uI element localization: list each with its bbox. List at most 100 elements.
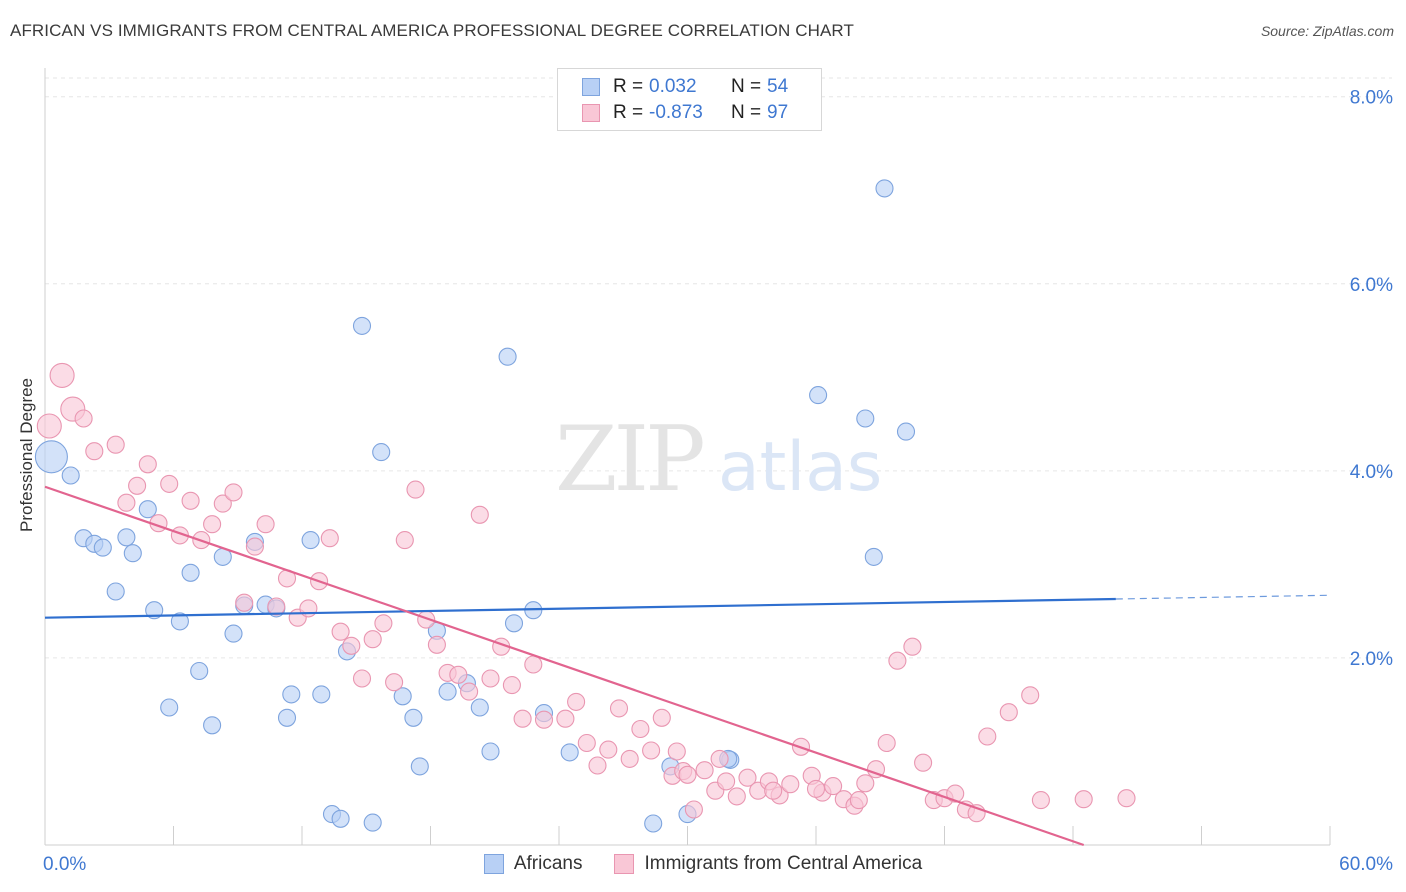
immigrants-point	[534, 710, 554, 729]
immigrants-point	[117, 493, 136, 512]
legend-r-label: R =	[613, 76, 644, 97]
africans-trend-extension	[1115, 594, 1331, 600]
immigrants-point	[866, 760, 886, 779]
immigrants-point	[342, 636, 361, 655]
y-tick-label: 2.0%	[1350, 649, 1393, 670]
africans-point	[93, 538, 112, 557]
immigrants-point	[599, 740, 618, 759]
legend-n-value: 54	[767, 76, 789, 97]
africans-point	[393, 687, 412, 706]
legend-label-africans: Africans	[513, 853, 583, 874]
immigrants-point	[427, 635, 446, 654]
immigrants-point	[1031, 791, 1050, 810]
legend-row-immigrants: R = -0.873 N = 97	[582, 101, 788, 125]
immigrants-point	[781, 775, 800, 794]
immigrants-point	[588, 756, 607, 775]
gridlines	[45, 77, 1392, 659]
africans-point	[331, 809, 350, 828]
africans-point	[145, 601, 164, 620]
immigrants-point	[738, 768, 757, 787]
africans-point	[498, 347, 517, 366]
legend-swatch-immigrants	[614, 854, 635, 874]
africans-point	[896, 422, 916, 441]
immigrants-point	[620, 749, 639, 768]
africans-point	[560, 743, 579, 762]
africans-point	[644, 814, 663, 833]
immigrants-point	[85, 442, 104, 461]
africans-point	[160, 698, 179, 717]
immigrants-point	[213, 494, 232, 513]
africans-point	[301, 531, 320, 550]
africans-point	[117, 528, 136, 547]
immigrants-point	[449, 665, 468, 684]
africans-point	[363, 813, 382, 832]
immigrants-point	[320, 529, 339, 548]
legend-swatch-africans	[483, 854, 504, 874]
legend-item-africans[interactable]: Africans	[483, 853, 583, 875]
legend-item-immigrants[interactable]: Immigrants from Central America	[614, 853, 922, 875]
y-tick-label: 4.0%	[1350, 462, 1393, 483]
africans-point	[277, 708, 297, 727]
legend-r-value: 0.032	[649, 76, 697, 97]
immigrants-point	[577, 733, 596, 753]
immigrants-point	[877, 733, 896, 753]
immigrants-point	[556, 709, 575, 728]
immigrants-point	[363, 630, 382, 649]
x-tick-label: 0.0%	[43, 854, 86, 875]
source-credit: Source: ZipAtlas.com	[1260, 23, 1394, 39]
africans-point	[372, 443, 391, 462]
immigrants-point	[256, 515, 275, 534]
immigrants-point	[652, 708, 671, 727]
immigrants-point	[567, 692, 586, 711]
x-tick-label: 60.0%	[1339, 854, 1393, 875]
immigrants-point	[1074, 790, 1093, 809]
immigrants-point	[1117, 789, 1136, 808]
immigrants-point	[710, 749, 729, 768]
immigrants-point	[224, 483, 243, 502]
immigrants-point	[717, 772, 736, 791]
africans-trend-line	[44, 597, 1116, 619]
immigrants-point	[74, 409, 93, 428]
immigrants-point	[331, 622, 350, 641]
legend-n-label: N =	[731, 102, 762, 123]
africans-point	[312, 685, 331, 704]
immigrants-point	[481, 669, 500, 688]
immigrants-point	[395, 531, 414, 550]
immigrants-point	[727, 787, 746, 806]
immigrants-point	[267, 597, 286, 616]
immigrants-point	[946, 784, 965, 803]
watermark-zip: ZIP	[555, 407, 703, 512]
legend-r-value: -0.873	[649, 102, 703, 123]
immigrants-point	[299, 599, 318, 618]
immigrants-point	[678, 765, 697, 784]
series-legend: Africans Immigrants from Central America	[0, 852, 1406, 876]
immigrants-point	[1021, 686, 1040, 705]
africans-point	[875, 179, 894, 198]
immigrants-point	[856, 774, 875, 793]
immigrants-point	[128, 476, 147, 495]
immigrants-point	[460, 682, 479, 701]
immigrants-point	[235, 593, 254, 612]
africans-point	[170, 612, 189, 631]
legend-row-africans: R = 0.032 N = 54	[582, 75, 788, 99]
africans-point	[61, 466, 80, 485]
immigrants-point	[903, 637, 922, 656]
immigrants-point	[245, 537, 264, 556]
immigrants-point	[106, 435, 125, 454]
immigrants-point	[849, 791, 868, 810]
africans-point	[34, 440, 68, 474]
immigrants-point	[470, 505, 489, 524]
africans-point	[138, 500, 157, 519]
africans-point	[410, 757, 429, 776]
y-tick-label: 6.0%	[1350, 275, 1393, 296]
tick-labels: 2.0% 4.0% 6.0% 8.0% 0.0% 60.0%	[43, 88, 1393, 875]
series-immigrants-central-america	[36, 362, 1136, 823]
legend-swatch-immigrants	[582, 104, 600, 122]
africans-point	[470, 698, 489, 717]
legend-n-value: 97	[767, 102, 789, 123]
immigrants-point	[764, 781, 783, 800]
immigrants-point	[609, 699, 629, 718]
africans-point	[123, 544, 142, 563]
immigrants-point	[36, 413, 62, 439]
